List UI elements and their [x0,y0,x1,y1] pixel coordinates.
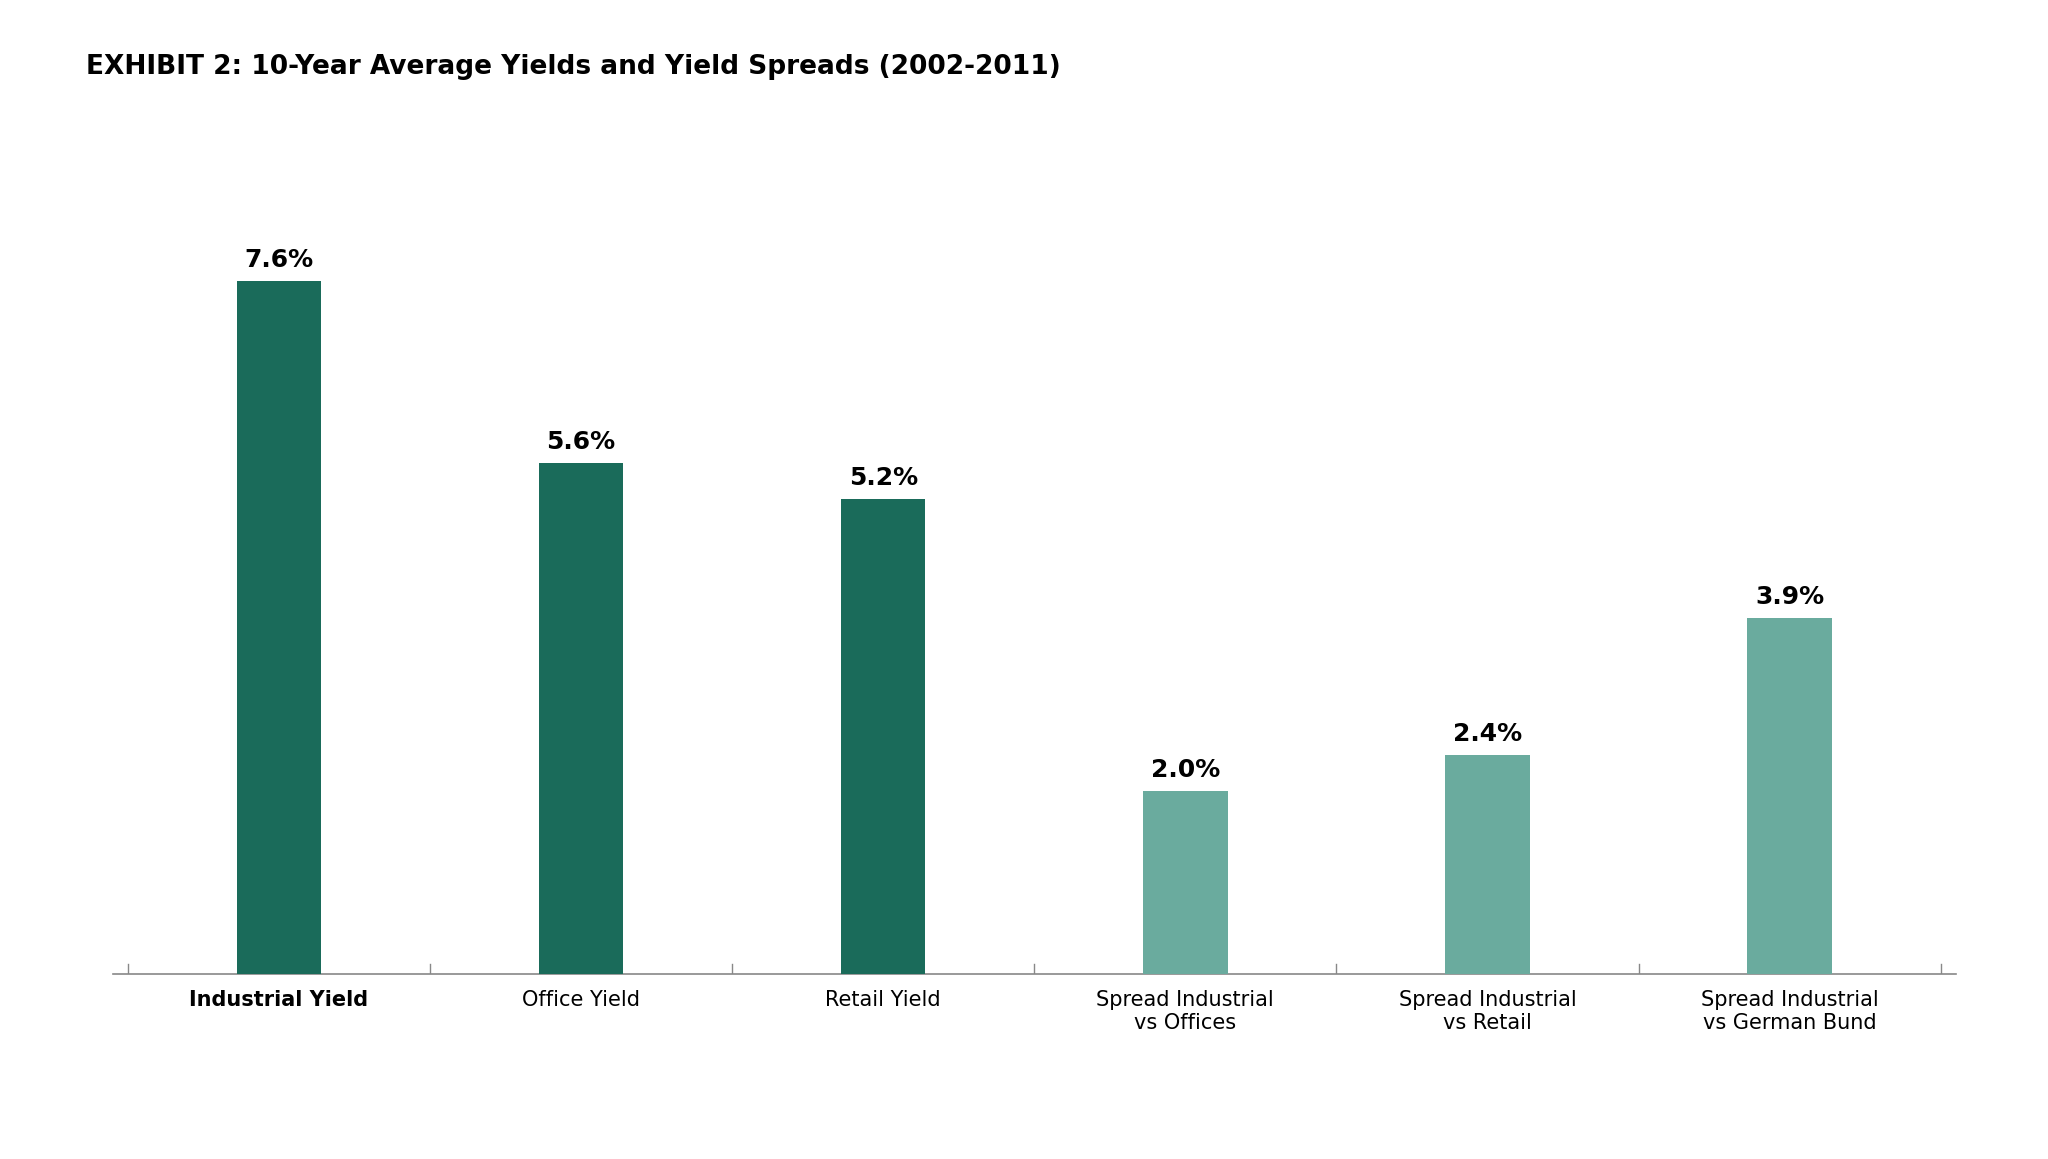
Bar [539,462,623,974]
Text: EXHIBIT 2: 10-Year Average Yields and Yield Spreads (2002-2011): EXHIBIT 2: 10-Year Average Yields and Yi… [86,53,1061,80]
Text: 7.6%: 7.6% [244,248,313,271]
Text: 2.0%: 2.0% [1151,758,1221,782]
Bar [1747,618,1833,974]
Bar [1143,792,1227,974]
Bar [842,500,926,974]
Text: 3.9%: 3.9% [1755,585,1825,608]
Bar [236,280,322,974]
Text: 5.2%: 5.2% [848,466,918,490]
Text: 5.6%: 5.6% [547,430,616,454]
Text: 2.4%: 2.4% [1452,722,1522,745]
Bar [1446,755,1530,974]
